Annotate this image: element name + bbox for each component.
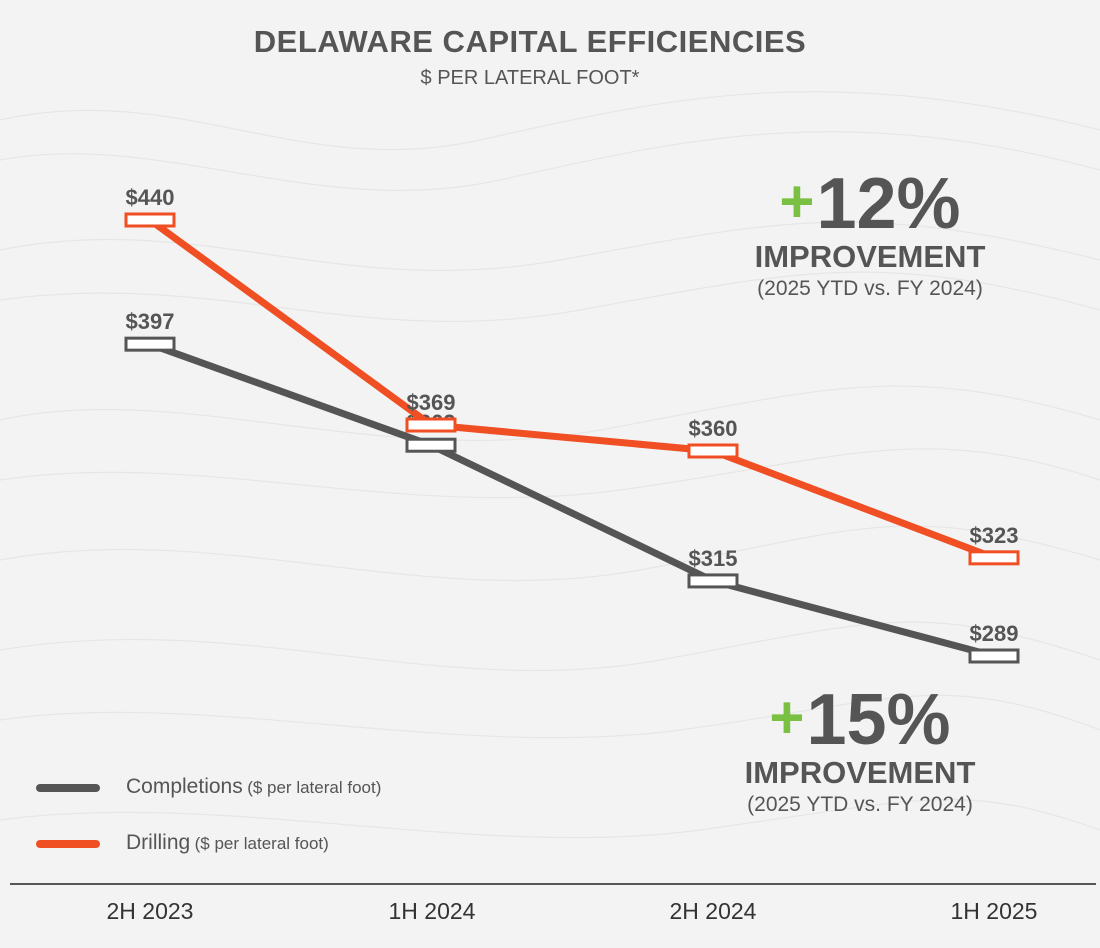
x-axis-labels: 2H 2023 1H 2024 2H 2024 1H 2025 [0, 898, 1100, 932]
completions-data-label: $289 [970, 621, 1019, 646]
x-tick-label: 2H 2024 [669, 898, 757, 924]
drilling-improvement-period: (2025 YTD vs. FY 2024) [757, 277, 983, 300]
completions-series-line [148, 340, 995, 660]
completions-improvement-callout: +15% IMPROVEMENT (2025 YTD vs. FY 2024) [710, 676, 1010, 820]
drilling-data-point [968, 550, 1020, 566]
legend-swatch-drilling [36, 840, 100, 848]
drilling-data-label: $369 [407, 390, 456, 415]
completions-improvement-period: (2025 YTD vs. FY 2024) [747, 793, 973, 816]
completions-improvement-percent: 15% [806, 680, 951, 760]
drilling-improvement-callout: +12% IMPROVEMENT (2025 YTD vs. FY 2024) [720, 160, 1020, 304]
drilling-data-point [405, 417, 457, 433]
chart-subtitle: $ PER LATERAL FOOT* [420, 67, 640, 89]
completions-data-label: $397 [126, 309, 175, 334]
x-tick-label: 2H 2023 [106, 898, 194, 924]
drilling-data-point [687, 443, 739, 459]
drilling-improvement-percent: 12% [816, 164, 961, 244]
legend-swatch-completions [36, 784, 100, 792]
drilling-data-point [124, 212, 176, 228]
legend-label-drilling: Drilling ($ per lateral foot) [126, 831, 329, 854]
plus-icon: + [769, 684, 805, 751]
completions-improvement-value: +15% [710, 676, 1010, 762]
chart-title: DELAWARE CAPITAL EFFICIENCIES [253, 24, 807, 59]
drilling-improvement-value: +12% [720, 160, 1020, 246]
x-tick-label: 1H 2025 [950, 898, 1038, 924]
drilling-data-label: $440 [126, 185, 175, 210]
completions-data-point [124, 336, 176, 352]
completions-data-point [405, 437, 457, 453]
completions-data-point [687, 573, 739, 589]
drilling-data-label: $360 [689, 416, 738, 441]
completions-data-point [968, 648, 1020, 664]
x-tick-label: 1H 2024 [388, 898, 476, 924]
legend-label-completions: Completions ($ per lateral foot) [126, 775, 382, 798]
drilling-data-label: $323 [970, 523, 1019, 548]
completions-improvement-label: IMPROVEMENT [744, 755, 976, 790]
drilling-series-line [147, 217, 996, 562]
completions-data-label: $315 [689, 546, 738, 571]
plus-icon: + [779, 168, 815, 235]
drilling-improvement-label: IMPROVEMENT [754, 239, 986, 274]
x-axis-line [10, 883, 1096, 885]
